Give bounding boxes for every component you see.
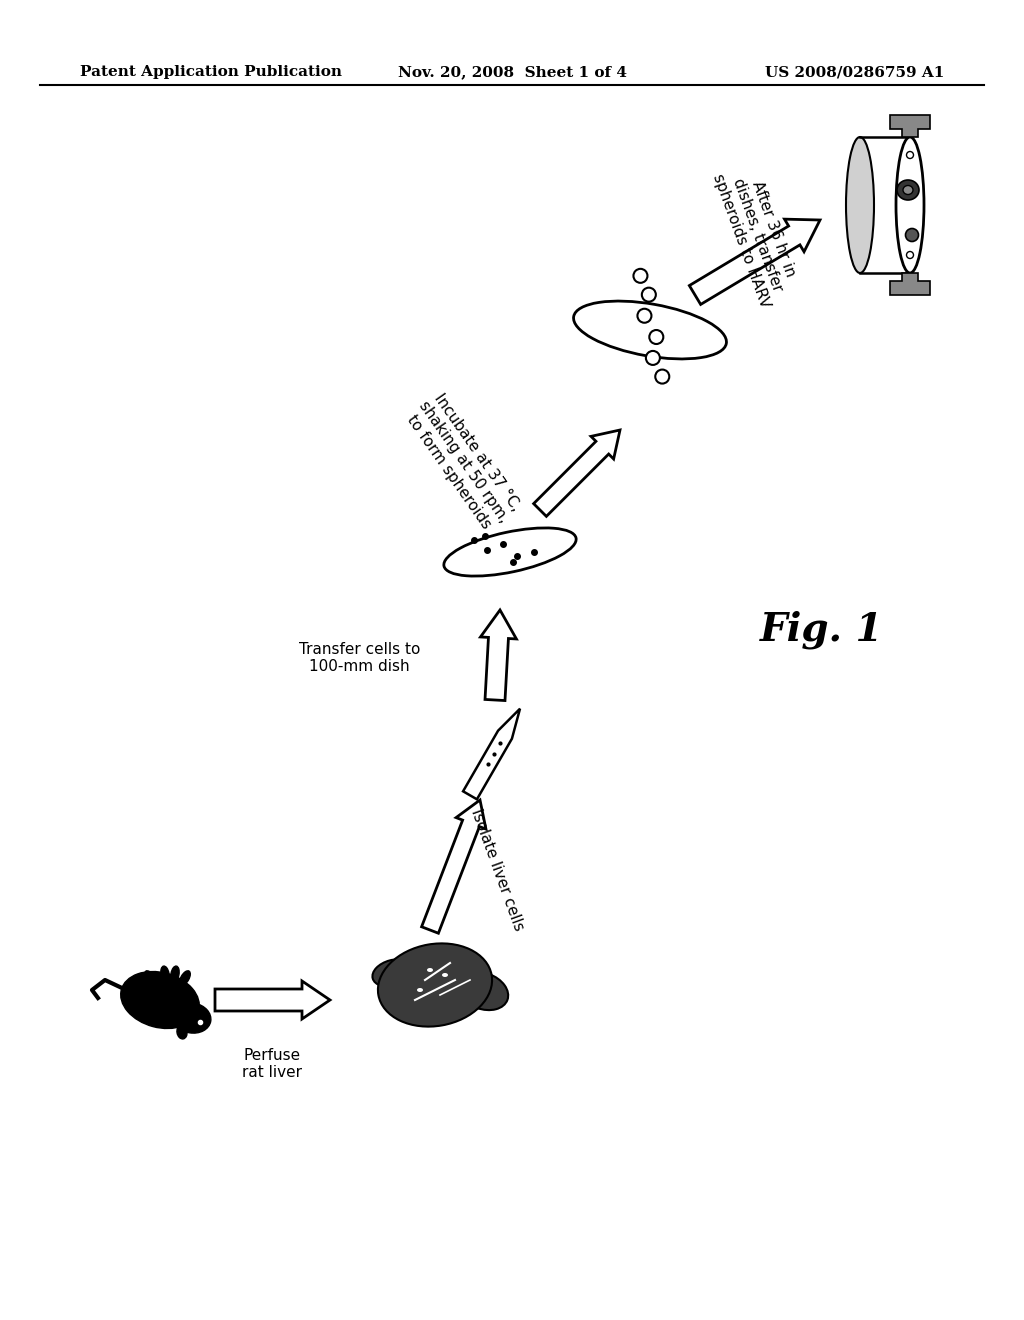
Ellipse shape: [905, 228, 919, 242]
Polygon shape: [890, 115, 930, 137]
Text: Perfuse
rat liver: Perfuse rat liver: [242, 1048, 302, 1080]
Ellipse shape: [906, 252, 913, 259]
Ellipse shape: [655, 370, 670, 384]
Ellipse shape: [121, 972, 200, 1028]
Text: Patent Application Publication: Patent Application Publication: [80, 65, 342, 79]
Text: Nov. 20, 2008  Sheet 1 of 4: Nov. 20, 2008 Sheet 1 of 4: [397, 65, 627, 79]
Ellipse shape: [634, 269, 647, 282]
Text: US 2008/0286759 A1: US 2008/0286759 A1: [765, 65, 944, 79]
Ellipse shape: [177, 1026, 187, 1039]
Text: Transfer cells to
100-mm dish: Transfer cells to 100-mm dish: [299, 642, 420, 675]
Ellipse shape: [427, 968, 433, 972]
Ellipse shape: [442, 973, 449, 977]
Text: Isolate liver cells: Isolate liver cells: [468, 807, 526, 933]
Polygon shape: [422, 800, 486, 933]
Ellipse shape: [171, 966, 179, 982]
Ellipse shape: [443, 528, 577, 576]
Ellipse shape: [642, 288, 655, 302]
Polygon shape: [890, 273, 930, 294]
Ellipse shape: [906, 152, 913, 158]
Ellipse shape: [417, 987, 423, 993]
Ellipse shape: [638, 309, 651, 323]
Polygon shape: [534, 430, 620, 516]
Ellipse shape: [649, 330, 664, 345]
Polygon shape: [215, 981, 330, 1019]
Polygon shape: [480, 610, 516, 701]
Ellipse shape: [179, 970, 190, 985]
Ellipse shape: [373, 960, 414, 986]
Text: Fig. 1: Fig. 1: [760, 611, 884, 649]
Ellipse shape: [573, 301, 726, 359]
Ellipse shape: [173, 1003, 211, 1034]
Ellipse shape: [903, 186, 913, 194]
Ellipse shape: [646, 351, 659, 364]
Ellipse shape: [896, 137, 924, 273]
Text: After 36 hr in
dishes, transfer
spheroids to HARV: After 36 hr in dishes, transfer spheroid…: [710, 160, 805, 310]
Ellipse shape: [144, 970, 156, 985]
Text: Incubate at 37 °C,
shaking at 50 rpm,
to form spheroids: Incubate at 37 °C, shaking at 50 rpm, to…: [401, 388, 525, 536]
Polygon shape: [463, 709, 520, 800]
Ellipse shape: [161, 966, 169, 982]
Ellipse shape: [846, 137, 874, 273]
Ellipse shape: [378, 944, 493, 1027]
Ellipse shape: [458, 972, 508, 1010]
Polygon shape: [689, 219, 820, 305]
Ellipse shape: [897, 180, 919, 201]
